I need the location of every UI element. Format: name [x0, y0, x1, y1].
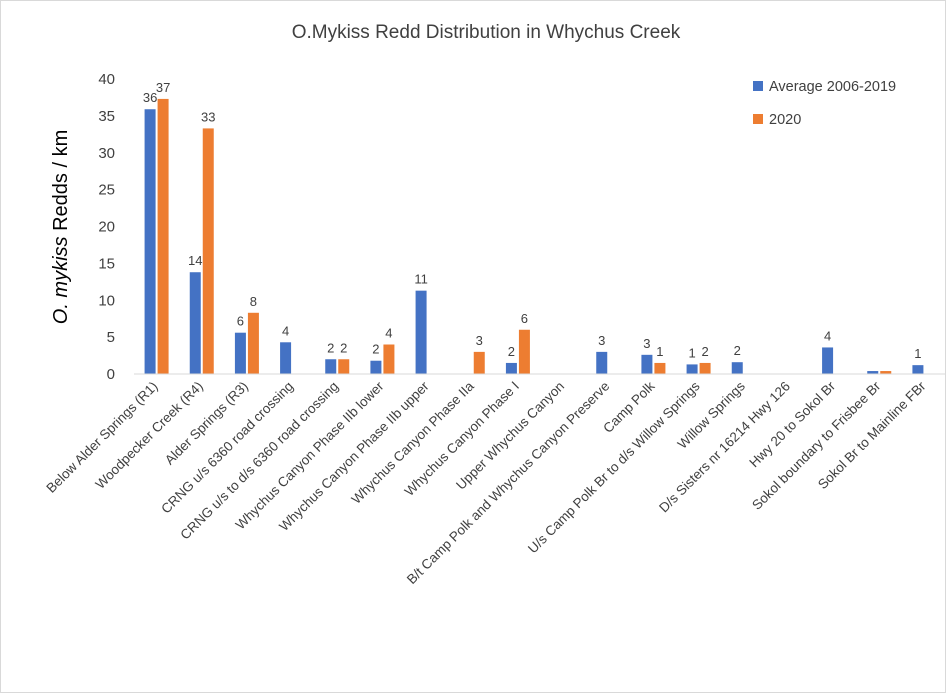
- data-label: 2: [508, 344, 515, 359]
- category-labels: Below Alder Springs (R1)Woodpecker Creek…: [43, 378, 928, 587]
- bar-average: [505, 362, 517, 374]
- y-tick-label: 25: [98, 182, 115, 199]
- y-tick-label: 40: [98, 71, 115, 88]
- legend-swatch: [753, 81, 763, 91]
- bar-2020: [654, 362, 666, 374]
- data-label: 3: [476, 333, 483, 348]
- legend-label: 2020: [769, 112, 801, 128]
- data-label: 1: [914, 346, 921, 361]
- bar-average: [731, 362, 743, 374]
- data-label: 2: [734, 343, 741, 358]
- category-label: Alder Springs (R3): [162, 379, 251, 468]
- data-label: 2: [372, 342, 379, 357]
- bar-2020: [383, 344, 395, 374]
- bar-2020: [247, 312, 259, 374]
- bar-average: [325, 359, 337, 374]
- y-tick-label: 20: [98, 219, 115, 236]
- data-label: 4: [282, 323, 289, 338]
- y-axis-label: O. mykiss Redds / km: [50, 130, 72, 324]
- category-label: CRNG u/s to d/s 6360 road crossing: [177, 379, 341, 543]
- data-label: 3: [598, 333, 605, 348]
- bar-average: [415, 290, 427, 374]
- bar-2020: [699, 362, 711, 374]
- data-label: 4: [385, 326, 392, 341]
- data-label: 11: [414, 272, 428, 287]
- y-axis-label-italic: O. mykiss: [50, 236, 72, 324]
- y-tick-label: 15: [98, 255, 115, 272]
- bars: [144, 98, 924, 375]
- bar-average: [234, 332, 246, 374]
- data-label: 1: [688, 345, 695, 360]
- bar-average: [822, 347, 834, 374]
- bar-average: [641, 354, 653, 374]
- data-label: 33: [201, 109, 215, 124]
- bar-2020: [518, 329, 530, 374]
- category-label: Hwy 20 to Sokol Br: [746, 378, 838, 470]
- y-tick-label: 0: [107, 366, 115, 383]
- data-label: 8: [250, 294, 257, 309]
- y-tick-label: 10: [98, 292, 115, 309]
- data-label: 36: [143, 90, 157, 105]
- bar-average: [867, 371, 879, 374]
- bar-2020: [157, 98, 169, 374]
- bar-2020: [473, 351, 485, 374]
- bar-average: [144, 109, 156, 375]
- data-label: 1: [656, 344, 663, 359]
- y-axis-label-rest: Redds / km: [50, 130, 72, 237]
- y-tick-label: 5: [107, 329, 115, 346]
- legend-label: Average 2006-2019: [769, 79, 896, 95]
- data-label: 2: [327, 340, 334, 355]
- bar-average: [912, 365, 924, 374]
- data-label: 6: [237, 314, 244, 329]
- bar-average: [280, 342, 292, 374]
- bar-average: [370, 360, 382, 374]
- bar-average: [686, 364, 698, 374]
- y-axis-ticks: 0 5 10 15 20 25 30 35 40: [98, 71, 115, 383]
- data-label: 3: [643, 336, 650, 351]
- bar-2020: [338, 359, 350, 374]
- category-label: U/s Camp Polk Br to d/s Willow Springs: [525, 378, 703, 556]
- bar-average: [189, 272, 201, 374]
- data-label: 6: [521, 311, 528, 326]
- data-label: 14: [188, 253, 202, 268]
- bar-2020: [202, 128, 214, 374]
- data-label: 37: [156, 80, 170, 95]
- legend: Average 2006-2019 2020: [753, 79, 896, 128]
- y-tick-label: 35: [98, 108, 115, 125]
- data-label: 2: [701, 344, 708, 359]
- bar-average: [596, 351, 608, 374]
- y-tick-label: 30: [98, 145, 115, 162]
- bar-2020: [880, 371, 892, 374]
- data-label: 2: [340, 340, 347, 355]
- chart-title: O.Mykiss Redd Distribution in Whychus Cr…: [292, 22, 681, 43]
- data-label: 4: [824, 328, 831, 343]
- legend-swatch: [753, 114, 763, 124]
